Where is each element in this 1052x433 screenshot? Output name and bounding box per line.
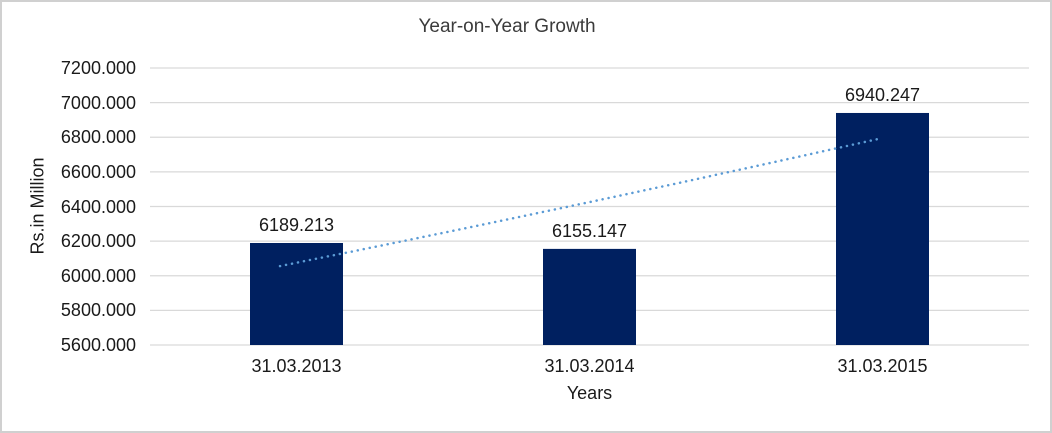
y-tick-label: 6000.000 bbox=[60, 265, 136, 286]
y-tick-label: 6400.000 bbox=[60, 196, 136, 217]
y-tick-label: 5600.000 bbox=[60, 335, 136, 355]
bar bbox=[250, 242, 343, 345]
x-category-label: 31.03.2013 bbox=[251, 356, 342, 376]
bar bbox=[543, 248, 636, 345]
y-tick-label: 7200.000 bbox=[60, 58, 136, 78]
trendline bbox=[278, 137, 880, 268]
bar-value-label: 6189.213 bbox=[258, 214, 335, 235]
y-tick-label: 6800.000 bbox=[60, 127, 136, 148]
bar-value-label: 6940.247 bbox=[844, 84, 921, 105]
y-tick-label: 6200.000 bbox=[60, 231, 136, 252]
chart-title: Year-on-Year Growth bbox=[418, 16, 596, 37]
bar-value-label: 6155.147 bbox=[551, 220, 628, 241]
y-tick-label: 5800.000 bbox=[60, 300, 136, 321]
x-axis-title: Years bbox=[566, 383, 613, 403]
x-category-label: 31.03.2015 bbox=[837, 356, 928, 376]
bar bbox=[836, 112, 929, 345]
x-category-label: 31.03.2014 bbox=[544, 356, 635, 376]
y-tick-label: 6600.000 bbox=[60, 161, 136, 182]
y-tick-label: 7000.000 bbox=[60, 92, 136, 113]
